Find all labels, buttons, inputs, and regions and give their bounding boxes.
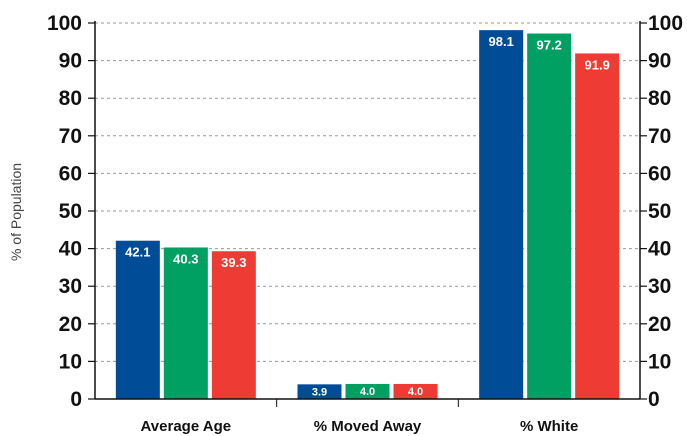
bar-value-label: 40.3 — [173, 251, 198, 266]
y-tick-label-right: 70 — [648, 125, 671, 148]
y-tick-label: 70 — [59, 125, 82, 148]
bar-value-label: 3.9 — [312, 386, 327, 398]
y-tick-label-right: 30 — [648, 275, 671, 298]
y-tick-label: 50 — [59, 200, 82, 223]
y-tick-label: 60 — [59, 162, 82, 185]
bar-value-label: 4.0 — [360, 386, 375, 398]
bar — [163, 247, 208, 399]
bar-value-label: 42.1 — [125, 245, 150, 260]
y-tick-label-right: 90 — [648, 50, 671, 73]
bar — [345, 383, 390, 399]
category-label: % Moved Away — [314, 418, 422, 435]
y-tick-label: 90 — [59, 50, 82, 73]
bar — [115, 240, 160, 399]
bar — [479, 30, 524, 399]
category-label: Average Age — [141, 418, 232, 435]
y-tick-label-right: 0 — [648, 388, 660, 411]
category-label: % White — [520, 418, 578, 435]
bar — [297, 384, 342, 399]
y-tick-label: 20 — [59, 313, 82, 336]
bar-value-label: 4.0 — [408, 386, 423, 398]
y-tick-label-right: 50 — [648, 200, 671, 223]
y-tick-label: 30 — [59, 275, 82, 298]
y-tick-label-right: 10 — [648, 350, 671, 373]
right-y-axis-ticks: 0 10 20 30 40 50 60 70 80 90 100 — [640, 12, 683, 411]
y-tick-label: 0 — [70, 388, 82, 411]
y-tick-label: 10 — [59, 350, 82, 373]
bar — [211, 251, 256, 399]
axes-group — [94, 21, 641, 407]
y-tick-label: 100 — [47, 12, 82, 35]
bar-value-label: 98.1 — [489, 34, 514, 49]
y-axis-label: % of Population — [8, 163, 24, 261]
x-axis-categories: Average Age % Moved Away % White — [141, 418, 579, 435]
y-tick-label-right: 80 — [648, 87, 671, 110]
bar-value-label: 97.2 — [537, 38, 562, 53]
y-tick-label-right: 40 — [648, 238, 671, 261]
bar — [575, 53, 620, 400]
y-tick-label: 80 — [59, 87, 82, 110]
bar-value-label: 91.9 — [585, 57, 610, 72]
bars-group: 42.1 40.3 39.3 3.9 4.0 4.0 98.1 97.2 91.9 — [115, 30, 620, 400]
y-tick-label-right: 100 — [648, 12, 683, 35]
y-tick-label-right: 60 — [648, 162, 671, 185]
bar-value-label: 39.3 — [221, 255, 246, 270]
bar — [527, 33, 572, 399]
y-tick-label-right: 20 — [648, 313, 671, 336]
bar — [393, 383, 438, 399]
y-tick-label: 40 — [59, 238, 82, 261]
left-y-axis-ticks: 0 10 20 30 40 50 60 70 80 90 100 — [47, 12, 95, 411]
